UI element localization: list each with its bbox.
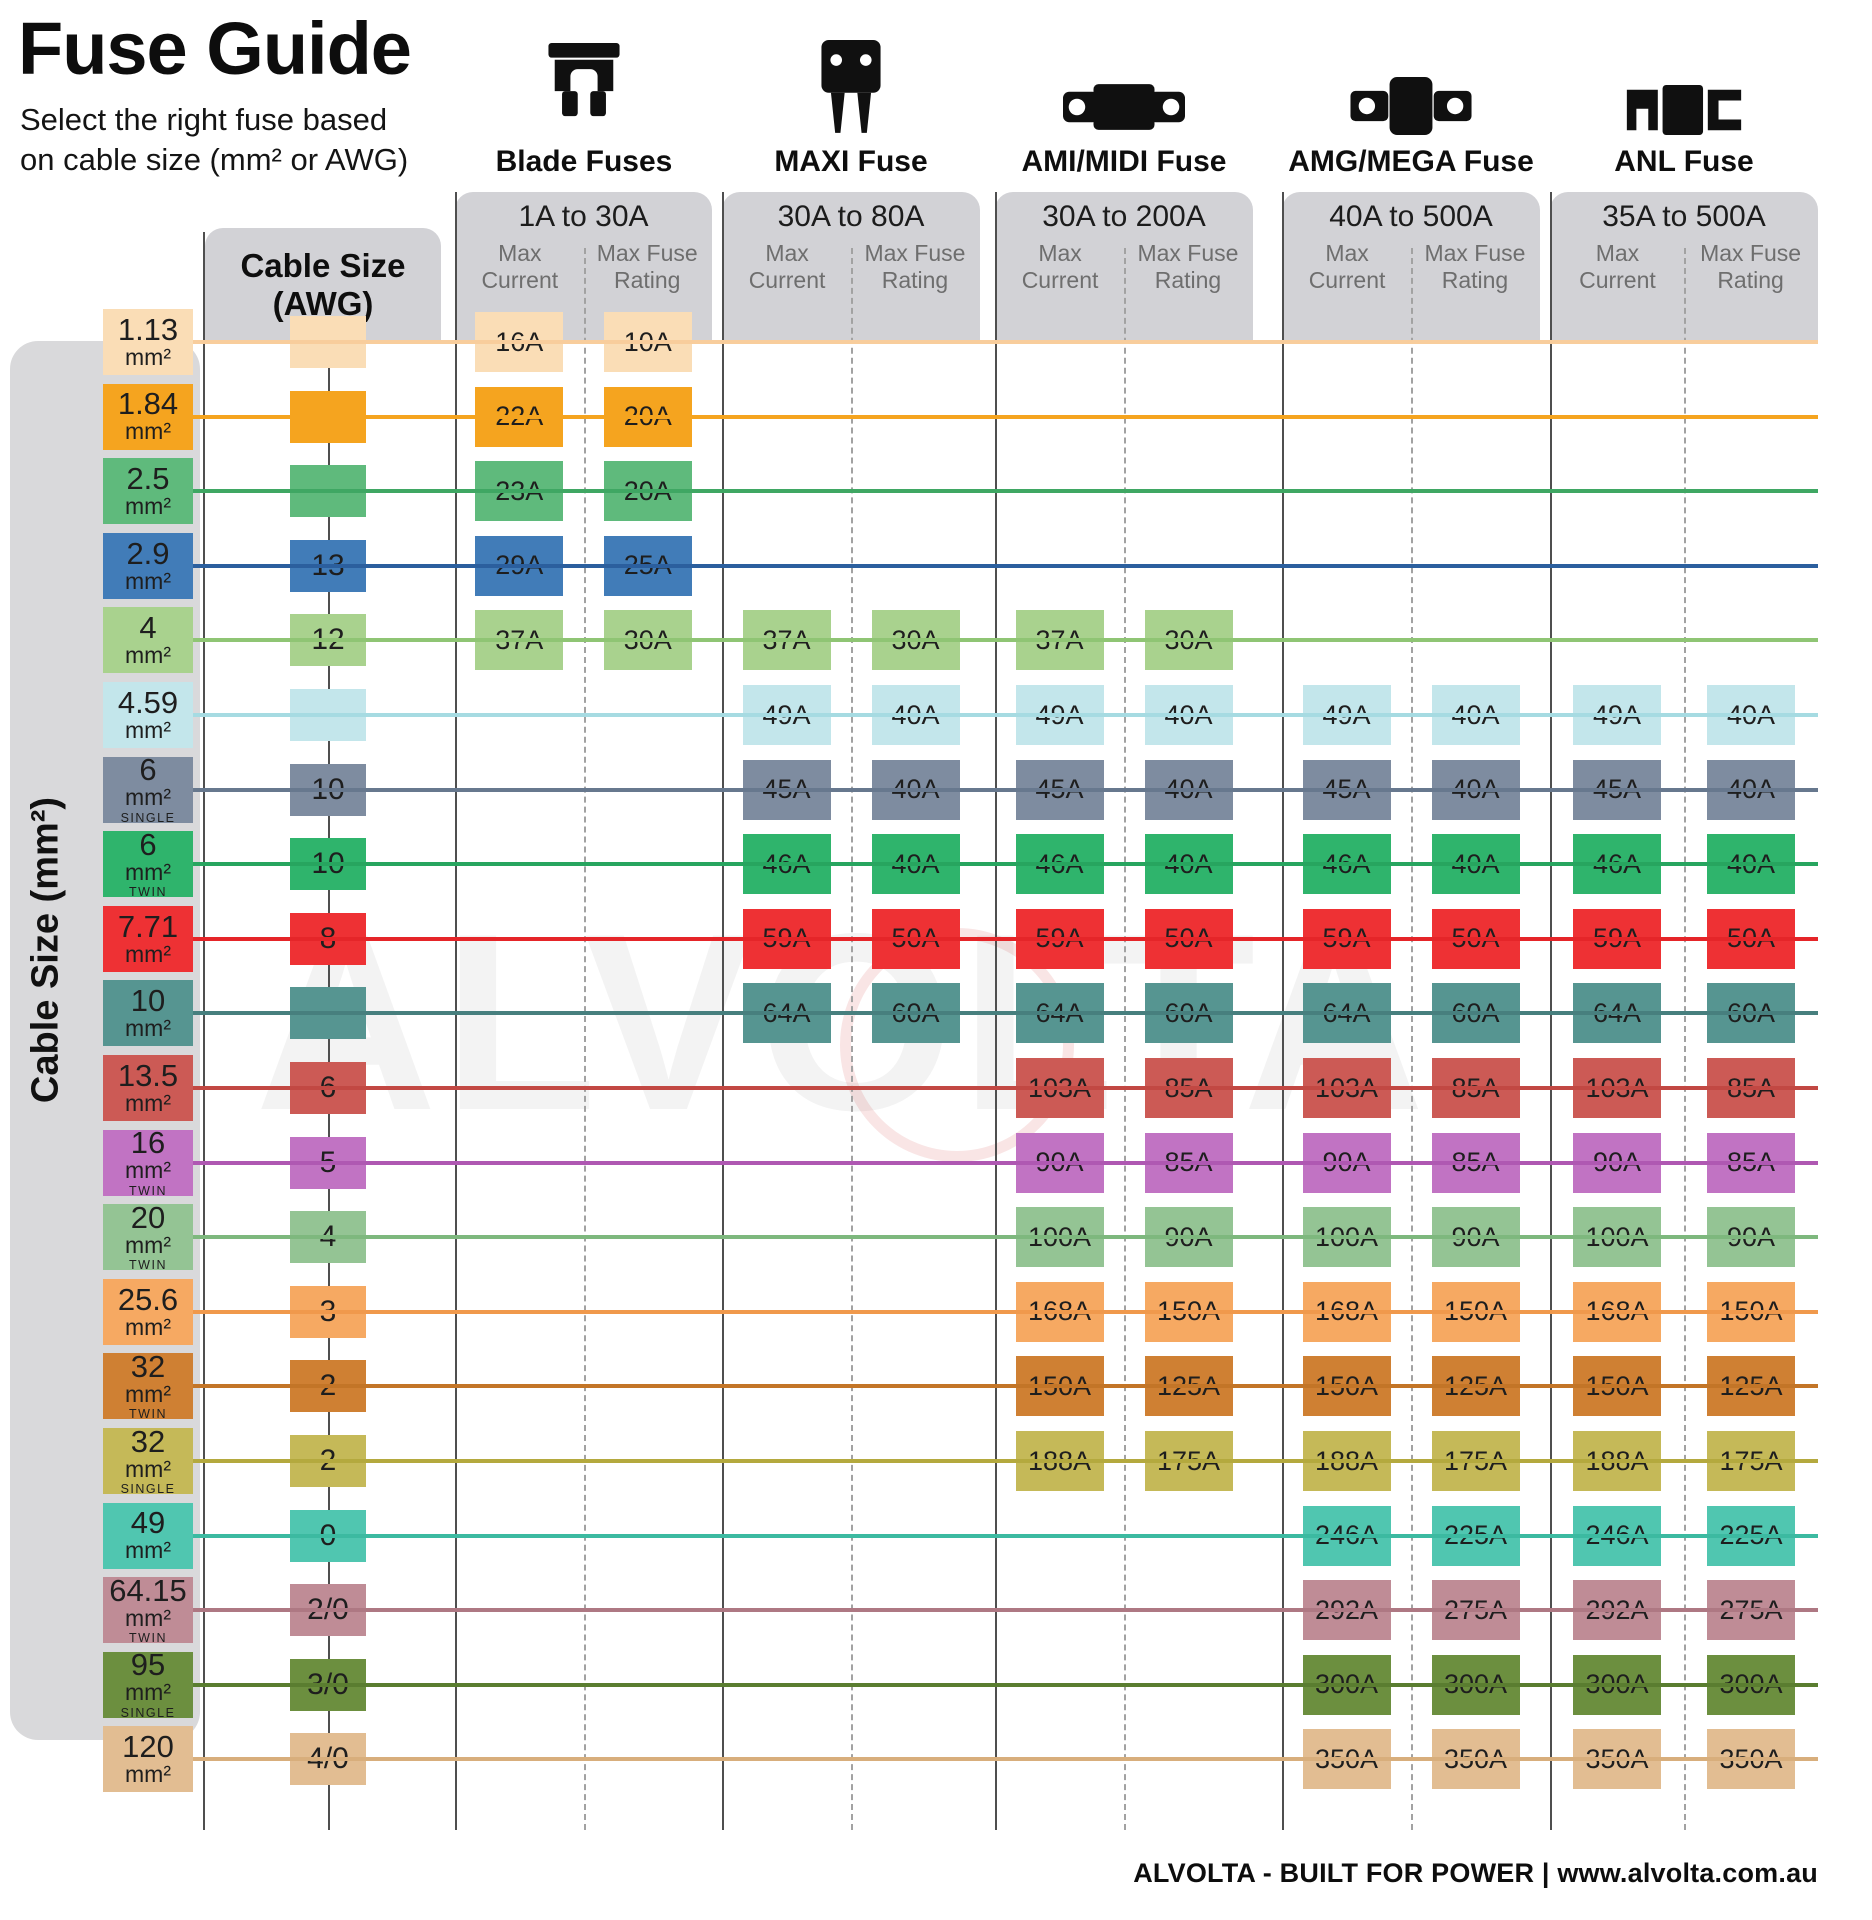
- cable-size-chip: 1.84 mm²: [103, 383, 193, 450]
- max-current-header: Max Current: [1579, 240, 1656, 294]
- cable-size-chip: 95 mm² SINGLE: [103, 1649, 193, 1720]
- cable-row-line: [193, 1309, 1818, 1314]
- vertical-grid-line: [455, 192, 457, 1830]
- fuse-type-head-anl: ANL Fuse: [1534, 40, 1834, 179]
- footer-brand-text: ALVOLTA - BUILT FOR POWER | www.alvolta.…: [1133, 1858, 1818, 1888]
- fuse-type-name: ANL Fuse: [1614, 145, 1754, 178]
- fuse-type-name: AMG/MEGA Fuse: [1288, 145, 1534, 178]
- ami-midi-fuse-icon: [974, 40, 1274, 135]
- vertical-dashed-divider: [1124, 248, 1126, 1830]
- cable-row-line: [193, 936, 1818, 941]
- blade-fuse-icon: [434, 40, 734, 135]
- cable-row-line: [193, 1235, 1818, 1240]
- max-current-header: Max Current: [1021, 240, 1099, 294]
- cable-row-line: [193, 414, 1818, 419]
- fuse-range-label: 30A to 200A: [1042, 200, 1206, 233]
- max-fuse-rating-header: Max Fuse Rating: [1424, 240, 1526, 294]
- anl-fuse-icon: [1534, 40, 1834, 135]
- max-fuse-rating-header: Max Fuse Rating: [1137, 240, 1239, 294]
- cable-size-chip: 4 mm²: [103, 607, 193, 674]
- cable-size-chip: 32 mm² TWIN: [103, 1351, 193, 1421]
- cable-row-line: [193, 1608, 1818, 1613]
- cable-size-chip: 49 mm²: [103, 1502, 193, 1569]
- vertical-grid-line: [722, 192, 724, 1830]
- fuse-type-head-amg-mega: AMG/MEGA Fuse: [1261, 40, 1561, 179]
- cable-row-line: [193, 713, 1818, 717]
- cable-size-chip: 2.9 mm²: [103, 532, 193, 599]
- cable-row-line: [193, 1384, 1818, 1389]
- cable-size-chip: 6 mm² TWIN: [103, 829, 193, 899]
- max-current-header: Max Current: [748, 240, 826, 294]
- page-subtitle: Select the right fuse based on cable siz…: [20, 100, 408, 179]
- max-fuse-rating-header: Max Fuse Rating: [596, 240, 698, 294]
- fuse-range-label: 1A to 30A: [518, 200, 649, 233]
- cable-row-line: [193, 1011, 1818, 1016]
- cable-size-chip: 4.59 mm²: [103, 682, 193, 748]
- cable-row-line: [193, 1086, 1818, 1090]
- cable-row-line: [193, 1682, 1818, 1687]
- fuse-type-head-blade: Blade Fuses: [434, 40, 734, 179]
- fuse-type-name: MAXI Fuse: [774, 145, 928, 178]
- fuse-type-name: Blade Fuses: [495, 145, 673, 178]
- vertical-dashed-divider: [1684, 248, 1686, 1830]
- cable-size-chip: 10 mm²: [103, 980, 193, 1047]
- max-current-header: Max Current: [481, 240, 559, 294]
- cable-size-chip: 64.15 mm² TWIN: [103, 1575, 193, 1645]
- subtitle-line-1: Select the right fuse based: [20, 102, 388, 137]
- vertical-grid-line: [995, 192, 997, 1830]
- fuse-type-head-ami-midi: AMI/MIDI Fuse: [974, 40, 1274, 179]
- awg-header-line-2: (AWG): [272, 284, 374, 322]
- cable-row-line: [193, 787, 1818, 792]
- max-fuse-rating-header: Max Fuse Rating: [1700, 240, 1802, 294]
- cable-row-line: [193, 563, 1818, 568]
- cable-size-chip: 7.71 mm²: [103, 905, 193, 972]
- vertical-dashed-divider: [851, 248, 853, 1830]
- cable-row-line: [193, 638, 1818, 643]
- cable-size-chip: 25.6 mm²: [103, 1278, 193, 1345]
- awg-header-line-1: Cable Size: [240, 246, 406, 284]
- max-current-header: Max Current: [1308, 240, 1386, 294]
- vertical-dashed-divider: [1411, 248, 1413, 1830]
- cable-size-chip: 6 mm² SINGLE: [103, 754, 193, 825]
- subtitle-line-2: on cable size (mm² or AWG): [20, 141, 409, 177]
- vertical-grid-line: [203, 232, 205, 1830]
- cable-row-line: [193, 862, 1818, 867]
- maxi-fuse-icon: [701, 40, 1001, 135]
- vertical-grid-line: [1282, 192, 1284, 1830]
- cable-row-line: [193, 1160, 1818, 1165]
- vertical-grid-line: [1550, 192, 1552, 1830]
- max-fuse-rating-header: Max Fuse Rating: [864, 240, 966, 294]
- cable-size-chip: 13.5 mm²: [103, 1055, 193, 1121]
- amg-mega-fuse-icon: [1261, 40, 1561, 135]
- max-fuse-rating-chip: 90A: [1707, 1207, 1795, 1268]
- cable-row-line: [193, 1757, 1818, 1762]
- vertical-dashed-divider: [583, 248, 586, 1830]
- cable-size-chip: 20 mm² TWIN: [103, 1202, 193, 1272]
- cable-row-line: [193, 489, 1818, 494]
- fuse-range-label: 30A to 80A: [777, 200, 925, 233]
- cable-size-chip: 120 mm²: [103, 1726, 193, 1793]
- cable-size-chip: 1.13 mm²: [103, 309, 193, 375]
- fuse-type-name: AMI/MIDI Fuse: [1021, 145, 1227, 178]
- cable-row-line: [193, 1533, 1818, 1538]
- cable-row-line: [193, 340, 1818, 344]
- fuse-type-head-maxi: MAXI Fuse: [701, 40, 1001, 179]
- cable-size-chip: 16 mm² TWIN: [103, 1127, 193, 1198]
- cable-row-line: [193, 1459, 1818, 1463]
- page-title: Fuse Guide: [18, 7, 412, 90]
- fuse-range-label: 35A to 500A: [1602, 200, 1766, 233]
- fuse-range-label: 40A to 500A: [1329, 200, 1493, 233]
- cable-size-axis-label: Cable Size (mm²): [24, 796, 67, 1104]
- cable-size-chip: 32 mm² SINGLE: [103, 1426, 193, 1496]
- cable-size-chip: 2.5 mm²: [103, 458, 193, 525]
